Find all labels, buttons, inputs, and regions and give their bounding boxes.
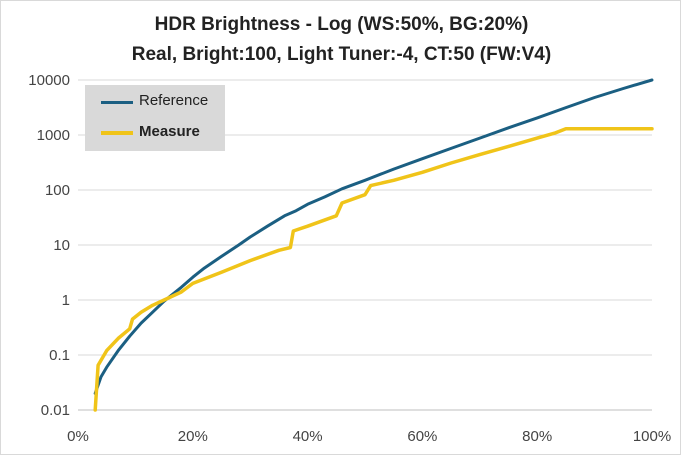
y-tick-label: 1000 [37,127,70,144]
y-tick-label: 10000 [28,72,70,89]
x-tick-label: 40% [293,428,323,445]
legend: Reference Measure [85,85,225,151]
y-tick-label: 10 [53,237,70,254]
chart-title: HDR Brightness - Log (WS:50%, BG:20%) [154,14,529,35]
y-tick-label: 1 [62,292,70,309]
legend-label-reference: Reference [139,92,209,109]
y-tick-label: 0.1 [49,347,70,364]
legend-swatch-measure [101,131,133,135]
legend-label-measure: Measure [139,123,200,140]
y-tick-label: 100 [45,182,70,199]
legend-swatch-reference [101,101,133,104]
x-tick-label: 100% [633,428,671,445]
x-tick-label: 80% [522,428,552,445]
y-tick-label: 0.01 [41,402,70,419]
x-tick-label: 0% [67,428,89,445]
series-line-measure [93,126,654,412]
x-tick-label: 60% [407,428,437,445]
series-line-reference [93,78,654,395]
chart-subtitle: Real, Bright:100, Light Tuner:-4, CT:50 … [131,44,552,65]
x-tick-label: 20% [178,428,208,445]
